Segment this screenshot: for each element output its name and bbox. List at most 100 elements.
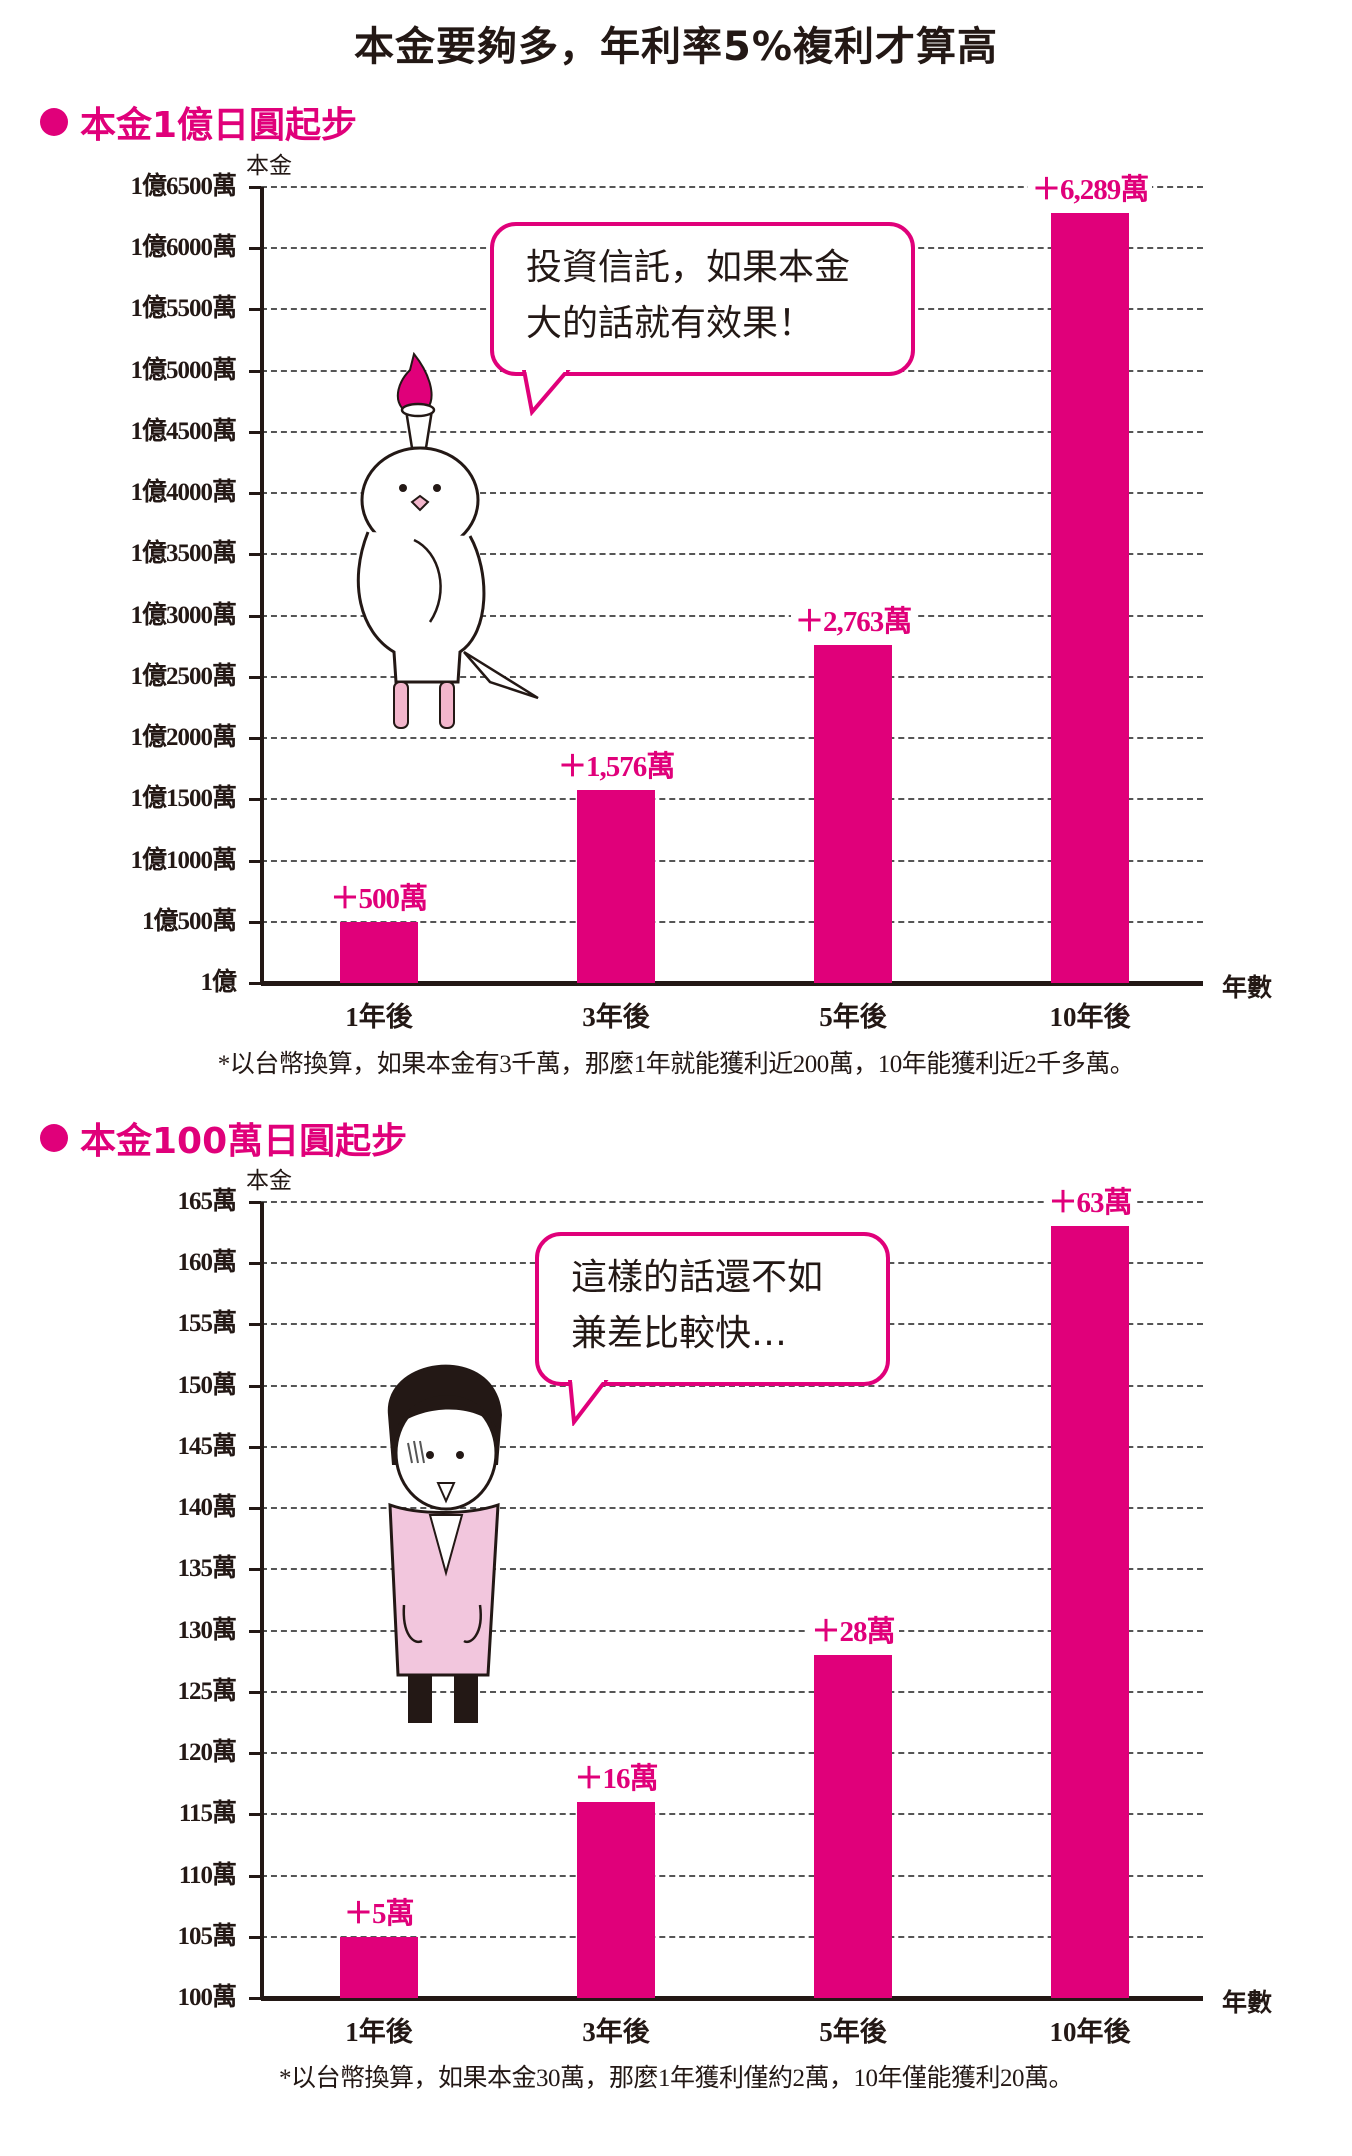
section1-heading: 本金1億日圓起步 <box>40 96 357 148</box>
bar-value-label: ＋500萬 <box>326 881 432 916</box>
x-tick-label: 5年後 <box>819 1002 887 1032</box>
bar-value-label: ＋63萬 <box>1044 1186 1136 1221</box>
bubble-line: 大的話就有效果！ <box>526 303 815 344</box>
y-tick-label: 1億1000萬 <box>130 846 237 874</box>
y-tick-label: 1億 <box>200 969 237 996</box>
y-axis <box>260 1202 264 2000</box>
y-tick <box>249 308 261 312</box>
y-tick <box>249 798 261 802</box>
section1-heading-text: 本金1億日圓起步 <box>80 105 358 146</box>
y-tick <box>249 553 261 557</box>
bar-value-label: ＋5萬 <box>340 1896 418 1931</box>
gridline <box>261 1201 1203 1203</box>
x-axis-unit: 年數 <box>1222 973 1273 1002</box>
y-tick <box>249 1201 261 1204</box>
y-tick-label: 130萬 <box>177 1616 237 1644</box>
gridline <box>261 553 1203 556</box>
gridline <box>261 859 1203 862</box>
gridline <box>261 675 1203 678</box>
y-tick <box>249 369 261 373</box>
y-tick-label: 1億5500萬 <box>130 295 237 323</box>
x-axis <box>261 1996 1203 2001</box>
y-tick <box>249 1507 261 1511</box>
y-tick <box>249 1629 261 1633</box>
y-tick-label: 135萬 <box>177 1555 237 1583</box>
y-tick <box>249 1874 261 1878</box>
gridline <box>261 186 1203 188</box>
y-tick <box>249 1690 261 1694</box>
bar <box>1051 1226 1129 1998</box>
x-tick-label: 1年後 <box>345 1002 413 1032</box>
gridline <box>261 1629 1203 1632</box>
x-tick-label: 10年後 <box>1049 1002 1131 1032</box>
y-tick-label: 145萬 <box>177 1432 237 1460</box>
y-tick <box>249 1568 261 1572</box>
y-axis-unit: 本金 <box>246 153 292 179</box>
bullet-dot-icon <box>40 1124 68 1152</box>
bird-mascot-illustration <box>356 352 539 729</box>
y-tick-label: 155萬 <box>177 1310 237 1338</box>
page-title: 本金要夠多，年利率5%複利才算高 <box>354 24 998 70</box>
y-tick-label: 1億1500萬 <box>130 785 237 813</box>
x-tick-label: 5年後 <box>819 2017 887 2047</box>
y-tick <box>249 1384 261 1388</box>
section2-heading-text: 本金100萬日圓起步 <box>80 1121 408 1162</box>
bar-value-label: ＋28萬 <box>807 1615 899 1650</box>
gridline <box>261 737 1203 740</box>
gridline <box>261 614 1203 617</box>
bubble-line: 兼差比較快… <box>571 1313 788 1354</box>
y-tick-label: 165萬 <box>177 1188 237 1215</box>
y-tick-label: 1億3500萬 <box>130 540 237 568</box>
y-tick <box>249 1445 261 1449</box>
y-tick <box>249 1262 261 1266</box>
bar <box>577 790 655 983</box>
y-tick <box>249 1935 261 1939</box>
y-tick <box>249 675 261 679</box>
gridline <box>261 1690 1203 1693</box>
footnote-1: *以台幣換算，如果本金有3千萬，那麼1年就能獲利近200萬，10年能獲利近2千多… <box>217 1051 1135 1078</box>
y-tick <box>249 430 261 434</box>
y-axis <box>260 187 264 985</box>
gridline <box>261 1568 1203 1571</box>
y-tick <box>249 1997 261 2000</box>
y-tick <box>249 492 261 496</box>
footnote-2: *以台幣換算，如果本金30萬，那麼1年獲利僅約2萬，10年僅能獲利20萬。 <box>278 2065 1074 2092</box>
bubble-line: 這樣的話還不如 <box>571 1257 824 1298</box>
bar <box>340 921 418 983</box>
y-tick-label: 160萬 <box>177 1249 237 1277</box>
speech-bubble-tail-icon <box>521 370 571 416</box>
bar <box>1051 212 1129 983</box>
y-tick <box>249 1752 261 1756</box>
y-tick <box>249 982 261 985</box>
y-tick-label: 140萬 <box>177 1494 237 1522</box>
y-tick-label: 1億5000萬 <box>130 356 237 384</box>
x-axis <box>261 981 1203 986</box>
y-tick-label: 1億6000萬 <box>130 234 237 262</box>
speech-bubble-tail-icon <box>567 1380 609 1426</box>
y-tick <box>249 737 261 741</box>
bar <box>577 1802 655 1998</box>
x-axis-unit: 年數 <box>1222 1988 1273 2017</box>
section2-heading: 本金100萬日圓起步 <box>40 1112 407 1164</box>
y-tick <box>249 186 261 189</box>
gridline <box>261 1445 1203 1448</box>
businessman-bowing-illustration <box>387 1364 502 1723</box>
bar-value-label: ＋16萬 <box>570 1762 662 1797</box>
y-tick <box>249 920 261 924</box>
speech-bubble-2: 這樣的話還不如 兼差比較快… <box>535 1232 890 1386</box>
gridline <box>261 1935 1203 1938</box>
y-tick-label: 105萬 <box>177 1922 237 1950</box>
bar-value-label: ＋1,576萬 <box>554 750 679 784</box>
x-tick-label: 3年後 <box>582 1002 650 1032</box>
gridline <box>261 798 1203 801</box>
y-tick <box>249 247 261 251</box>
gridline <box>261 1874 1203 1877</box>
y-tick-label: 1億6500萬 <box>130 173 237 200</box>
y-tick-label: 1億4500萬 <box>130 417 237 445</box>
y-tick-label: 125萬 <box>177 1677 237 1705</box>
y-tick-label: 1億500萬 <box>141 907 237 935</box>
y-tick-label: 1億3000萬 <box>130 601 237 629</box>
speech-bubble-1: 投資信託，如果本金 大的話就有效果！ <box>490 222 915 376</box>
x-tick-label: 10年後 <box>1049 2017 1131 2047</box>
bar-value-label: ＋2,763萬 <box>791 604 916 639</box>
